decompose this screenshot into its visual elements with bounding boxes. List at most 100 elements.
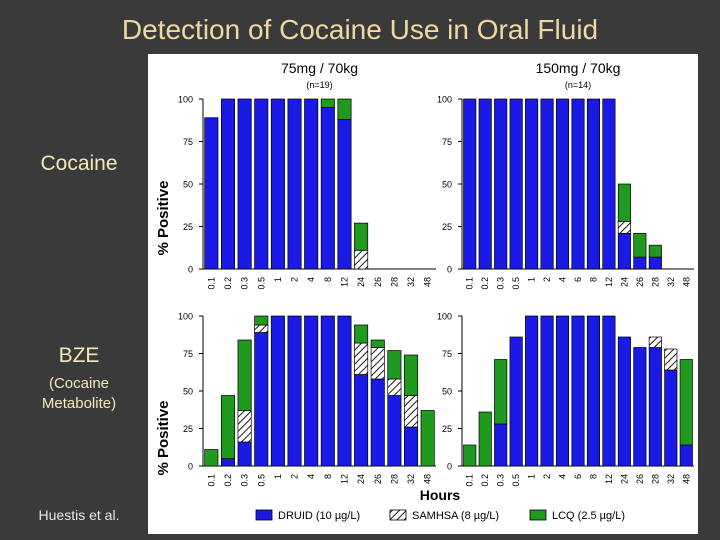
- bar-druid-6: [571, 315, 585, 467]
- bar-druid-4: [555, 98, 570, 270]
- x-tick-label: 0.2: [480, 474, 490, 487]
- cocaine-row-label: Cocaine: [40, 152, 118, 175]
- x-tick-label: 0.2: [223, 277, 233, 290]
- y-tick-label: 0: [447, 265, 452, 275]
- y-tick-label: 25: [442, 424, 452, 434]
- x-tick-label: 8: [323, 474, 333, 479]
- x-tick-label: 24: [619, 474, 629, 484]
- x-tick-label: 0.1: [206, 277, 216, 290]
- slide-title: Detection of Cocaine Use in Oral Fluid: [121, 14, 599, 45]
- ylabel-bottom: % Positive: [155, 400, 172, 475]
- bar-druid-2: [540, 315, 554, 467]
- x-tick-label: 0.2: [223, 474, 233, 487]
- bar-druid-48: [679, 444, 693, 467]
- bar-druid-2: [287, 315, 302, 467]
- bar-lcq-12: [337, 98, 352, 120]
- bar-lcq-24: [617, 183, 631, 222]
- x-tick-label: 1: [527, 474, 537, 479]
- x-tick-label: 0.3: [240, 474, 250, 487]
- x-tick-label: 1: [273, 474, 283, 479]
- panel-subtitle: (n=14): [565, 80, 591, 90]
- bar-druid-4: [304, 315, 319, 467]
- x-tick-label: 4: [306, 474, 316, 479]
- bar-druid-26: [370, 378, 385, 467]
- y-tick-label: 75: [183, 137, 193, 147]
- bar-druid-32: [404, 426, 419, 467]
- bar-lcq-48: [679, 359, 693, 446]
- x-tick-label: 28: [389, 277, 399, 287]
- bar-druid-8: [586, 98, 601, 270]
- bar-lcq-0.2: [220, 395, 235, 459]
- bar-druid-0.5: [254, 332, 269, 467]
- bar-druid-0.5: [254, 98, 269, 270]
- legend-swatch-lcq: [529, 509, 547, 521]
- x-tick-label: 0.1: [465, 277, 475, 290]
- bar-samhsa-24: [354, 249, 369, 270]
- bar-lcq-26: [633, 232, 647, 258]
- x-tick-label: 8: [588, 474, 598, 479]
- x-tick-label: 4: [306, 277, 316, 282]
- bar-samhsa-24: [354, 342, 369, 375]
- bar-druid-26: [633, 256, 647, 270]
- bar-lcq-0.3: [494, 359, 508, 425]
- x-tick-label: 1: [527, 277, 537, 282]
- x-tick-label: 0.5: [256, 277, 266, 290]
- x-tick-label: 48: [423, 474, 433, 484]
- x-tick-label: 8: [588, 277, 598, 282]
- x-tick-label: 0.5: [511, 474, 521, 487]
- x-tick-label: 6: [573, 474, 583, 479]
- y-tick-label: 0: [447, 462, 452, 472]
- bar-samhsa-26: [370, 347, 385, 380]
- bar-lcq-0.1: [204, 449, 219, 467]
- bze-sublabel-line-2: Metabolite): [41, 395, 117, 412]
- bar-lcq-48: [420, 410, 435, 467]
- x-tick-label: 0.5: [511, 277, 521, 290]
- legend: DRUID (10 µg/L) SAMHSA (8 µg/L) LCQ (2.5…: [255, 509, 625, 522]
- bar-druid-8: [320, 315, 335, 467]
- bar-lcq-32: [404, 354, 419, 396]
- bar-lcq-0.5: [254, 315, 269, 326]
- x-tick-label: 28: [389, 474, 399, 484]
- x-tick-label: 12: [604, 277, 614, 287]
- bar-druid-12: [337, 315, 352, 467]
- x-tick-label: 12: [604, 474, 614, 484]
- bar-druid-0.3: [494, 98, 508, 270]
- y-tick-label: 100: [437, 312, 452, 322]
- bar-lcq-26: [370, 339, 385, 348]
- x-tick-label: 24: [356, 474, 366, 484]
- x-tick-label: 32: [666, 277, 676, 287]
- bar-druid-0.2: [478, 98, 492, 270]
- bar-druid-2: [287, 98, 302, 270]
- x-tick-label: 0.5: [256, 474, 266, 487]
- xlabel-hours: Hours: [420, 487, 461, 503]
- y-tick-label: 25: [442, 222, 452, 232]
- bar-druid-0.5: [509, 98, 523, 270]
- y-tick-label: 75: [183, 349, 193, 359]
- y-tick-label: 25: [183, 222, 193, 232]
- x-tick-label: 0.1: [206, 474, 216, 487]
- bar-druid-28: [648, 256, 662, 270]
- x-tick-label: 0.3: [496, 474, 506, 487]
- y-tick-label: 100: [178, 312, 193, 322]
- bar-druid-2: [540, 98, 554, 270]
- bar-druid-6: [571, 98, 585, 270]
- x-tick-label: 26: [635, 277, 645, 287]
- y-tick-label: 50: [442, 180, 452, 190]
- bar-lcq-8: [320, 98, 335, 108]
- bar-druid-0.3: [237, 441, 252, 467]
- bar-lcq-0.2: [478, 411, 492, 467]
- panel-title: 150mg / 70kg: [536, 60, 621, 76]
- x-tick-label: 8: [323, 277, 333, 282]
- bar-samhsa-0.5: [254, 324, 269, 333]
- bar-lcq-24: [354, 324, 369, 344]
- bar-lcq-0.1: [463, 444, 477, 467]
- x-tick-label: 32: [666, 474, 676, 484]
- bar-lcq-0.3: [237, 339, 252, 411]
- bar-samhsa-28: [648, 336, 662, 348]
- panel-title: 75mg / 70kg: [281, 60, 358, 76]
- bar-samhsa-32: [404, 395, 419, 428]
- bar-druid-0.2: [220, 98, 235, 270]
